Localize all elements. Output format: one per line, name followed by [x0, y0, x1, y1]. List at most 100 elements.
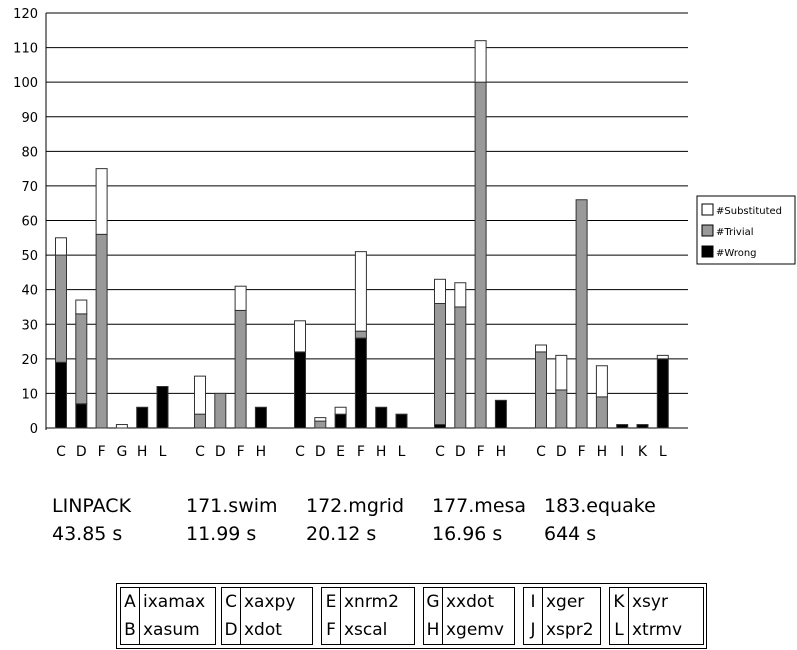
- bar-segment-wrong: [395, 413, 408, 429]
- key-divider: [139, 588, 140, 644]
- key-letter: E: [325, 592, 337, 612]
- x-category-label: I: [620, 444, 624, 460]
- x-category-label: E: [336, 444, 345, 460]
- x-category-label: D: [215, 444, 226, 460]
- y-tick-label: 110: [13, 42, 38, 57]
- legend-swatch: [701, 203, 714, 216]
- bar-segment-trivial: [75, 313, 88, 405]
- key-function-name: xsyr: [632, 592, 668, 612]
- x-category-label: C: [536, 444, 546, 460]
- x-category-label: D: [455, 444, 466, 460]
- bar-segment-trivial: [194, 413, 206, 429]
- key-letter: C: [225, 592, 237, 612]
- key-function-name: ixamax: [143, 592, 206, 612]
- x-category-label: H: [496, 444, 507, 460]
- benchmark-time: 43.85 s: [52, 523, 123, 545]
- key-function-name: xnrm2: [344, 592, 399, 612]
- key-letter: J: [530, 620, 536, 640]
- x-category-label: K: [638, 444, 648, 460]
- legend-label: #Wrong: [716, 248, 757, 259]
- benchmark-time: 20.12 s: [306, 523, 377, 545]
- key-letter: I: [530, 592, 536, 612]
- key-function-name: xaxpy: [244, 592, 296, 612]
- key-divider: [240, 588, 241, 644]
- benchmark-time: 16.96 s: [432, 523, 503, 545]
- x-category-label: C: [195, 444, 205, 460]
- bar-segment-substituted: [294, 320, 306, 353]
- x-category-label: F: [98, 444, 106, 460]
- bar-segment-trivial: [535, 351, 547, 429]
- x-category-label: L: [659, 444, 667, 460]
- legend: #Substituted #Trivial #Wrong: [696, 195, 796, 265]
- bar-segment-substituted: [314, 417, 327, 422]
- key-divider: [340, 588, 341, 644]
- x-category-label: C: [435, 444, 445, 460]
- bar-segment-substituted: [454, 282, 467, 308]
- bar-segment-wrong: [616, 424, 629, 429]
- benchmark-name: 177.mesa: [432, 495, 527, 517]
- y-tick-label: 60: [21, 215, 38, 230]
- key-function-name: xdot: [244, 620, 282, 640]
- bar-segment-substituted: [595, 365, 608, 398]
- bar-segment-wrong: [75, 403, 88, 429]
- bar-segment-trivial: [354, 330, 367, 339]
- bar-segment-trivial: [214, 392, 227, 429]
- x-category-label: F: [357, 444, 365, 460]
- key-letter: K: [613, 592, 625, 612]
- y-axis-ticks: 0 10 20 30 40 50 60 70 80 90 100 110 120: [13, 7, 38, 437]
- key-function-name: xtrmv: [632, 620, 683, 640]
- key-function-name: xxdot: [446, 592, 494, 612]
- benchmark-name: LINPACK: [52, 495, 132, 517]
- bar-segment-substituted: [555, 354, 568, 391]
- x-category-label: D: [556, 444, 567, 460]
- x-category-label: H: [376, 444, 387, 460]
- benchmark-label: 171.swim 11.99 s: [186, 492, 278, 548]
- bar-segment-wrong: [55, 361, 67, 429]
- key-letter: G: [426, 592, 440, 612]
- bar-segment-substituted: [474, 40, 487, 83]
- bar-segment-trivial: [55, 254, 67, 363]
- key-function-name: xscal: [344, 620, 388, 640]
- x-category-label: C: [56, 444, 66, 460]
- gridlines: [46, 12, 688, 429]
- bar-segment-trivial: [575, 199, 588, 429]
- x-category-label: D: [315, 444, 326, 460]
- bar-segment-wrong: [656, 358, 669, 429]
- bar-segment-wrong: [494, 399, 507, 429]
- bar-segment-trivial: [434, 303, 446, 426]
- bar-segment-trivial: [474, 81, 487, 429]
- key-function-name: xasum: [143, 620, 200, 640]
- bar-segment-substituted: [434, 278, 446, 304]
- bar-segment-wrong: [136, 406, 149, 429]
- y-tick-label: 40: [21, 284, 38, 299]
- x-category-label: L: [398, 444, 406, 460]
- bar-segment-trivial: [314, 420, 327, 429]
- key-letter: A: [124, 592, 136, 612]
- x-category-label: L: [159, 444, 167, 460]
- key-letter: D: [224, 620, 238, 640]
- x-category-label: H: [137, 444, 148, 460]
- bar-segment-substituted: [535, 344, 547, 353]
- bar-segment-substituted: [55, 237, 67, 256]
- bar-segment-substituted: [75, 299, 88, 315]
- key-letter: F: [326, 620, 336, 640]
- bar-segment-wrong: [636, 424, 649, 429]
- bar-segment-wrong: [354, 337, 367, 429]
- key-function-name: xspr2: [546, 620, 594, 640]
- bar-segment-trivial: [454, 306, 467, 429]
- benchmark-name: 171.swim: [186, 495, 278, 517]
- bar-segment-substituted: [354, 251, 367, 332]
- y-tick-label: 50: [21, 249, 38, 264]
- key-function-name: xgemv: [446, 620, 504, 640]
- bar-segment-trivial: [234, 309, 247, 429]
- bar-segment-substituted: [334, 406, 347, 415]
- y-tick-label: 120: [13, 7, 38, 22]
